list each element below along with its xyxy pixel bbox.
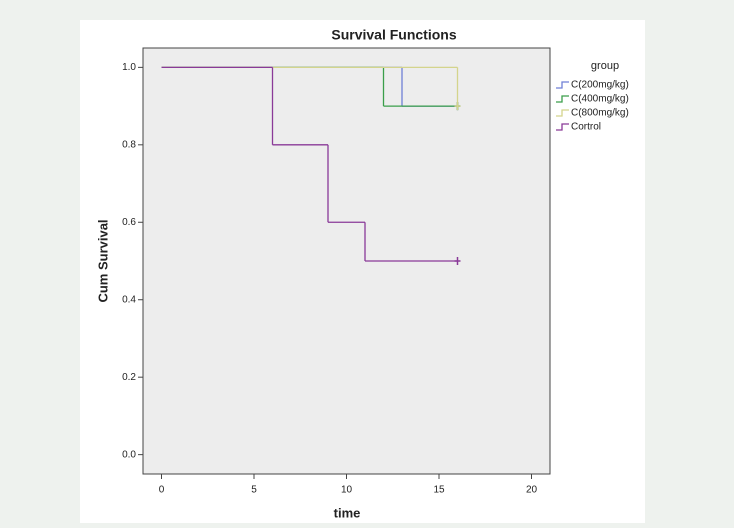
y-tick-label: 0.8 [122,139,136,150]
chart-title: Survival Functions [331,27,456,43]
legend-symbol [556,81,569,89]
legend-symbol [556,109,569,117]
censor-mark [454,102,461,111]
x-tick-label: 20 [526,485,538,496]
x-tick-label: 15 [433,485,445,496]
x-tick-label: 10 [341,485,353,496]
y-tick-label: 0.0 [122,449,136,460]
legend-label: C(800mg/kg) [571,108,629,119]
y-tick-label: 0.2 [122,372,136,383]
y-tick-label: 0.4 [122,294,136,305]
legend-label: C(200mg/kg) [571,80,629,91]
legend-label: Cortrol [571,122,601,133]
x-axis-label: time [334,505,361,520]
plot-area [142,47,551,475]
legend-label: C(400mg/kg) [571,94,629,105]
legend-symbol [556,95,569,103]
y-axis-label: Cum Survival [95,219,110,302]
legend-title: group [591,60,619,72]
x-tick-label: 0 [159,485,165,496]
x-tick-label: 5 [251,485,257,496]
censor-mark [454,257,461,265]
y-tick-label: 1.0 [122,62,136,73]
legend-symbol [556,123,569,131]
y-tick-label: 0.6 [122,217,136,228]
